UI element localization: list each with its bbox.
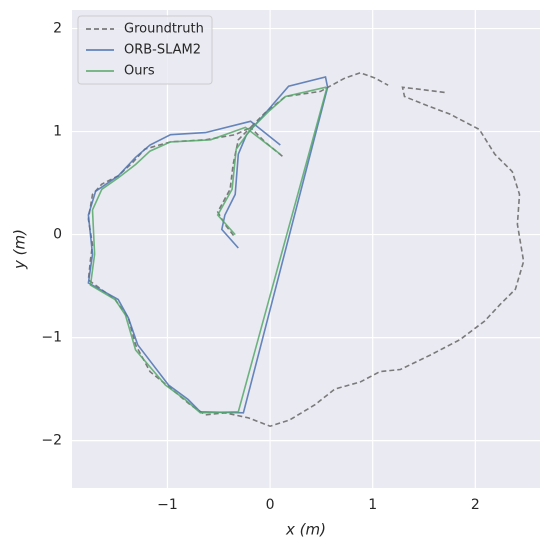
legend-label: ORB-SLAM2 — [124, 43, 201, 58]
x-tick-label: 2 — [471, 497, 480, 513]
y-tick-label: −2 — [41, 433, 62, 449]
trajectory-line — [87, 76, 329, 414]
trajectory-line — [89, 86, 328, 414]
y-tick-label: 0 — [53, 227, 62, 243]
plot-area — [72, 10, 540, 488]
y-tick-label: −1 — [41, 330, 62, 346]
legend-label: Ours — [124, 64, 155, 79]
x-axis-label: x (m) — [285, 521, 326, 539]
x-tick-label: 1 — [368, 497, 377, 513]
legend-label: Groundtruth — [124, 22, 204, 37]
y-tick-label: 1 — [53, 124, 62, 140]
x-tick-label: 0 — [266, 497, 275, 513]
y-tick-label: 2 — [53, 21, 62, 37]
y-axis-label: y (m) — [11, 229, 29, 270]
x-tick-label: −1 — [157, 497, 178, 513]
legend-box — [77, 15, 213, 85]
